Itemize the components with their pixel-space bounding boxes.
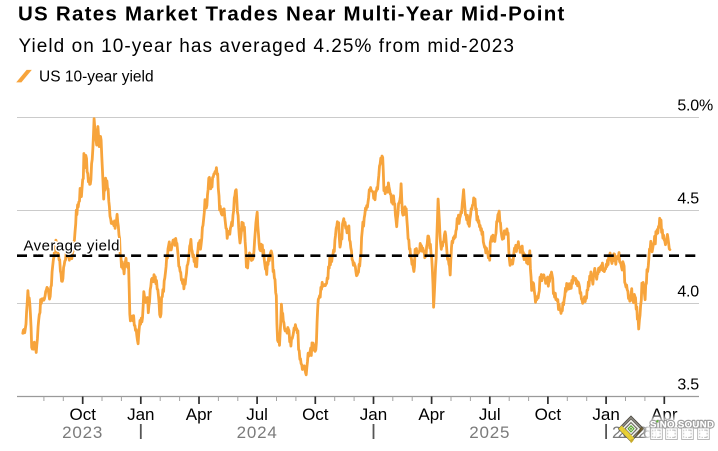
- svg-text:Oct: Oct: [302, 405, 329, 424]
- svg-text:4.5: 4.5: [677, 191, 699, 208]
- svg-text:SiNO SOUND: SiNO SOUND: [650, 419, 714, 430]
- svg-text:2025: 2025: [469, 423, 510, 442]
- svg-text:Jul: Jul: [479, 405, 501, 424]
- svg-text:Oct: Oct: [69, 405, 96, 424]
- svg-text:Apr: Apr: [186, 405, 213, 424]
- svg-text:Average yield: Average yield: [24, 238, 120, 255]
- svg-text:Jul: Jul: [246, 405, 268, 424]
- svg-text:5.0%: 5.0%: [677, 98, 713, 115]
- svg-text:2024: 2024: [237, 423, 278, 442]
- svg-text:Oct: Oct: [535, 405, 562, 424]
- svg-text:Jan: Jan: [592, 405, 619, 424]
- svg-text:Apr: Apr: [418, 405, 445, 424]
- svg-text:US 10-year yield: US 10-year yield: [39, 69, 154, 86]
- svg-text:Yield on 10-year has averaged: Yield on 10-year has averaged 4.25% from…: [19, 36, 515, 57]
- svg-text:3.5: 3.5: [677, 377, 699, 394]
- svg-text:4.0: 4.0: [677, 284, 699, 301]
- svg-text:US Rates Market Trades Near Mu: US Rates Market Trades Near Multi-Year M…: [18, 3, 566, 26]
- svg-text:2023: 2023: [62, 423, 103, 442]
- svg-text:Jan: Jan: [127, 405, 154, 424]
- svg-text:Jan: Jan: [360, 405, 387, 424]
